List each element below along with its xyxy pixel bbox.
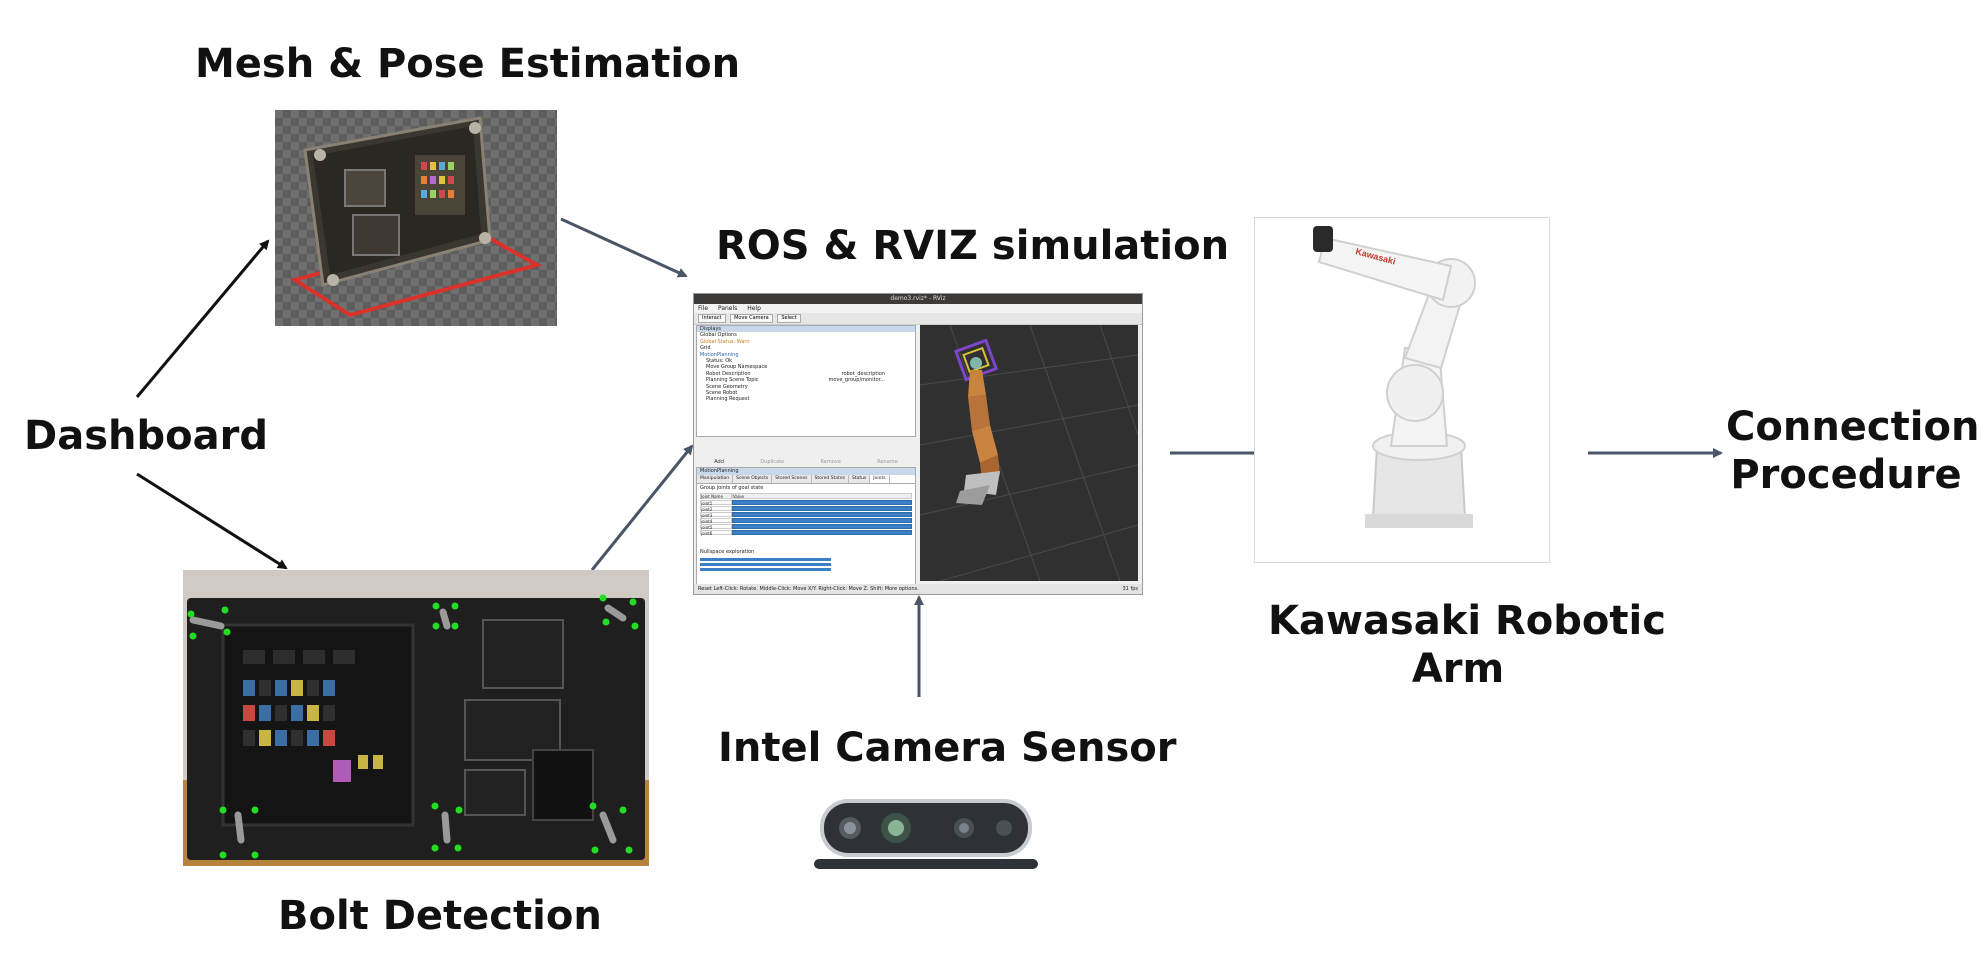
label-kawasaki: Kawasaki Robotic Arm [1268,597,1666,693]
rviz-add-button[interactable]: Add [714,459,724,465]
arrow-mesh-to-ros [560,217,688,278]
rviz-menu-help[interactable]: Help [747,305,761,312]
rviz-display-value: robot_description [841,370,886,377]
label-mesh-pose: Mesh & Pose Estimation [195,41,741,87]
rviz-display-item[interactable]: Move Group Namespace [706,364,768,371]
rviz-left-panels: Displays Global Options Global Status: W… [696,325,916,594]
rviz-motion-planning-panel: MotionPlanning Manipulation Scene Object… [696,467,916,594]
rviz-display-label: Planning Scene Topic [706,377,759,384]
rviz-mp-tabs: Manipulation Scene Objects Stored Scenes… [697,475,915,484]
rviz-robot-model [953,338,1000,505]
rviz-joint-slider[interactable] [732,518,912,523]
rviz-display-label: Robot Description [706,370,751,377]
label-connection-line2: Procedure [1730,452,1962,498]
rviz-3d-viewport[interactable] [920,325,1138,581]
label-ros-rviz: ROS & RVIZ simulation [716,223,1230,269]
rviz-joint-row[interactable]: joint5 [700,524,912,530]
rviz-displays-header: Displays [697,326,915,333]
rviz-mp-header: MotionPlanning [697,468,915,475]
arrow-dashboard-to-mesh [135,239,270,398]
rviz-title-bar: demo3.rviz* - RViz [694,294,1142,304]
rviz-menu-bar: File Panels Help [694,304,1142,313]
bolt-detection-image [183,570,649,866]
label-dashboard: Dashboard [24,413,268,459]
label-intel-camera: Intel Camera Sensor [718,725,1177,771]
rviz-fps: 31 fps [1122,586,1139,592]
rviz-joint-value-header: Value [732,493,912,499]
label-bolt-detection: Bolt Detection [278,893,602,939]
rviz-joint-slider[interactable] [732,512,912,517]
rviz-joint-name: joint6 [700,530,732,536]
label-connection: Connection Procedure [1726,403,1980,499]
rviz-display-item[interactable]: Status: Ok [706,358,733,365]
rviz-display-item[interactable]: Planning Request [706,396,750,403]
tab-stored-scenes[interactable]: Stored Scenes [772,475,812,483]
rviz-joint-row[interactable]: joint4 [700,518,912,524]
rviz-display-value: move_group/monitor... [828,377,885,384]
rviz-displays-panel: Displays Global Options Global Status: W… [696,325,916,437]
rviz-toolbar: Interact Move Camera Select [694,313,1142,325]
intel-camera-image [814,793,1038,871]
rviz-display-item[interactable]: Scene Geometry [706,383,748,390]
tab-stored-states[interactable]: Stored States [811,475,849,483]
rviz-remove-button[interactable]: Remove [820,459,841,465]
rviz-display-buttons: Add Duplicate Remove Rename [696,457,916,467]
rviz-joint-name-header: Joint Name [700,493,732,499]
tab-joints[interactable]: Joints [870,475,890,483]
kawasaki-robot-image: Kawasaki [1254,217,1550,563]
mesh-render-image [275,110,557,326]
rviz-joint-name: joint1 [700,500,732,506]
tab-manipulation[interactable]: Manipulation [697,475,734,483]
rviz-joint-name: joint3 [700,512,732,518]
rviz-window: demo3.rviz* - RViz File Panels Help Inte… [693,293,1143,595]
rviz-display-item[interactable]: Robot Description robot_description [700,371,915,377]
rviz-tool-move-camera[interactable]: Move Camera [730,314,773,323]
rviz-joint-slider[interactable] [732,500,912,505]
rviz-tool-interact[interactable]: Interact [698,314,726,323]
rviz-joint-name: joint5 [700,524,732,530]
rviz-status-text: Reset Left-Click: Rotate. Middle-Click: … [698,586,919,592]
rviz-joint-slider[interactable] [732,524,912,529]
rviz-duplicate-button[interactable]: Duplicate [760,459,785,465]
rviz-display-item[interactable]: Grid [700,345,711,352]
rviz-nullspace-slider[interactable] [700,568,831,571]
rviz-display-item[interactable]: Scene Robot [706,390,738,397]
tab-scene-objects[interactable]: Scene Objects [733,475,773,483]
rviz-joint-row[interactable]: joint1 [700,500,912,506]
rviz-display-item[interactable]: Planning Scene Topic move_group/monitor.… [700,377,915,383]
rviz-display-item[interactable]: Global Status: Warn [700,338,750,345]
rviz-joint-header-row: Joint Name Value [700,493,912,499]
rviz-joint-row[interactable]: joint6 [700,530,912,536]
rviz-menu-panels[interactable]: Panels [717,305,738,312]
label-kawasaki-line1: Kawasaki Robotic [1268,598,1666,644]
arrow-dashboard-to-bolt [136,472,288,570]
rviz-display-item[interactable]: Global Options [700,332,737,339]
rviz-group-label: Group joints of goal state [700,485,764,491]
rviz-joint-name: joint2 [700,506,732,512]
rviz-display-item[interactable]: MotionPlanning [700,351,739,358]
label-kawasaki-line2: Arm [1411,646,1505,692]
rviz-tool-select[interactable]: Select [777,314,801,323]
rviz-nullspace-label: Nullspace exploration [700,549,755,555]
rviz-status-bar: Reset Left-Click: Rotate. Middle-Click: … [694,584,1142,594]
rviz-joint-slider[interactable] [732,506,912,511]
rviz-menu-file[interactable]: File [698,305,709,312]
rviz-joint-slider[interactable] [732,530,912,535]
tab-status[interactable]: Status [848,475,871,483]
rviz-rename-button[interactable]: Rename [877,459,898,465]
label-connection-line1: Connection [1726,404,1980,450]
rviz-joint-row[interactable]: joint2 [700,506,912,512]
arrow-bolt-to-ros [590,444,694,571]
rviz-nullspace-slider[interactable] [700,558,831,561]
rviz-nullspace-slider[interactable] [700,563,831,566]
rviz-joint-row[interactable]: joint3 [700,512,912,518]
rviz-joint-name: joint4 [700,518,732,524]
